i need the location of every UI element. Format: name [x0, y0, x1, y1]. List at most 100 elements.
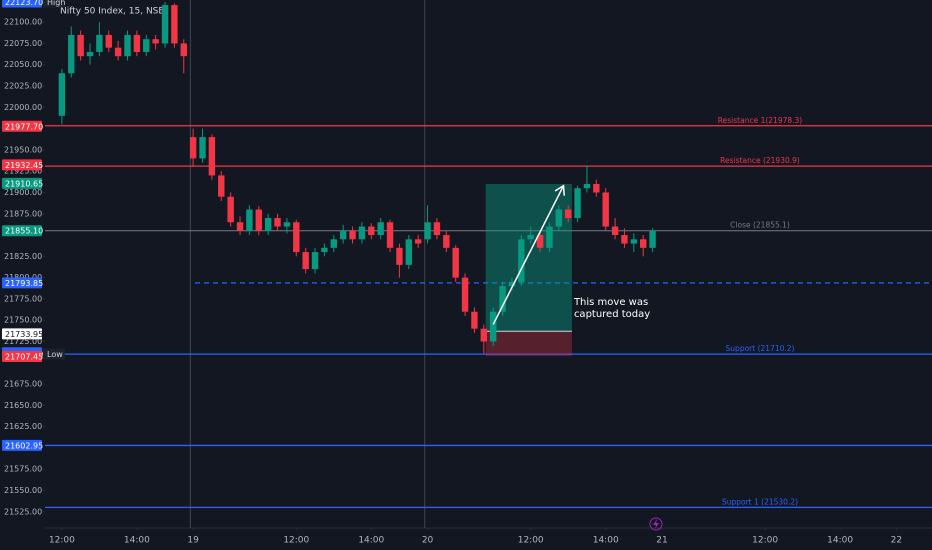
candle-body	[58, 73, 66, 116]
x-tick-label: 12:00	[49, 536, 75, 546]
candle-body	[564, 209, 572, 219]
arrow-line	[492, 185, 565, 325]
candle-body	[274, 218, 281, 227]
y-tick-label: 21650.00	[4, 401, 42, 410]
level-label: Support 1 (21530.2)	[722, 497, 798, 506]
candle-body	[649, 230, 656, 248]
event-icon[interactable]	[649, 517, 663, 531]
candle-body	[68, 34, 75, 74]
candle-body	[152, 39, 159, 44]
price-badge-label: 21932.45	[5, 161, 43, 170]
y-tick-label: 22050.00	[4, 60, 42, 69]
candle-body	[452, 247, 459, 278]
candle-body	[236, 222, 244, 231]
candle-body	[143, 39, 150, 52]
y-tick-label: 21675.00	[4, 380, 42, 389]
candle-body	[602, 192, 609, 227]
candle-body	[302, 252, 309, 270]
candle-body	[114, 47, 122, 57]
y-tick-label: 22025.00	[4, 82, 42, 91]
y-tick-label: 21750.00	[4, 316, 42, 325]
candle-body	[555, 209, 563, 227]
level-label: Support (21710.2)	[726, 344, 795, 353]
price-badge	[2, 177, 42, 189]
candle-body	[311, 252, 319, 270]
candle-body	[218, 175, 225, 197]
candle-body	[518, 239, 525, 282]
price-badge	[2, 439, 42, 451]
candle-body	[424, 222, 431, 240]
y-tick-label: 21625.00	[4, 422, 42, 431]
position-stop-zone	[485, 331, 572, 356]
candle-body	[480, 328, 488, 342]
price-badge	[2, 120, 42, 132]
candle-body	[321, 247, 328, 253]
candle-body	[330, 239, 337, 248]
candle-body	[255, 209, 262, 231]
chart-title: Nifty 50 Index, 15, NSE	[60, 7, 164, 17]
candle-body	[461, 277, 469, 312]
x-tick-label: 14:00	[358, 536, 384, 546]
candle-body	[133, 34, 141, 52]
candle-body	[105, 34, 112, 48]
price-badge-label: 22123.70	[5, 0, 43, 7]
x-tick-label: 20	[422, 536, 434, 546]
price-badge-label: 21733.95	[5, 330, 43, 339]
price-badge-label: 21977.70	[5, 122, 43, 131]
candle-body	[536, 235, 544, 248]
x-tick-label: 12:00	[518, 536, 544, 546]
candle-body	[199, 137, 206, 159]
annotation: This move was captured today	[573, 297, 650, 320]
price-badge-label: 21602.95	[5, 441, 43, 450]
y-tick-label: 21875.00	[4, 209, 42, 218]
candle-body	[161, 5, 169, 44]
price-badge-label: 21855.10	[5, 227, 43, 236]
candle-body	[368, 226, 375, 236]
candle-body	[180, 43, 187, 57]
level-label: Resistance (21930.9)	[720, 156, 800, 165]
price-tag-label: High	[47, 0, 65, 7]
y-tick-label: 21825.00	[4, 252, 42, 261]
price-badge-label: 21793.85	[5, 279, 43, 288]
candle-body	[489, 311, 497, 342]
candle-body	[96, 34, 103, 52]
level-label: Close (21855.1)	[730, 221, 790, 230]
x-tick-label: 22	[891, 536, 902, 546]
y-tick-label: 21775.00	[4, 294, 42, 303]
candle-body	[621, 235, 628, 244]
candle-body	[189, 137, 197, 159]
candle-body	[433, 222, 441, 236]
candle-body	[208, 137, 216, 176]
y-tick-label: 21725.00	[4, 337, 42, 346]
candle-body	[574, 188, 581, 219]
x-tick-label: 14:00	[827, 536, 853, 546]
x-tick-label: 14:00	[593, 536, 619, 546]
candle-body	[508, 281, 516, 287]
y-tick-label: 22000.00	[4, 103, 42, 112]
event-bolt	[653, 519, 659, 529]
y-axis-panel	[0, 0, 45, 550]
candle-body	[583, 183, 591, 189]
y-tick-label: 21525.00	[4, 507, 42, 516]
y-tick-label: 21925.00	[4, 167, 42, 176]
price-badge	[2, 350, 42, 362]
candle-body	[124, 34, 131, 57]
candle-body	[77, 34, 84, 57]
x-tick-label: 12:00	[752, 536, 778, 546]
candle-body	[227, 196, 234, 223]
price-badge	[2, 277, 42, 289]
candle-body	[386, 222, 394, 248]
candle-body	[349, 230, 356, 240]
candle-body	[414, 239, 422, 244]
candle-body	[630, 239, 638, 244]
candle-body	[358, 226, 366, 240]
candle-body	[246, 209, 253, 231]
candle-body	[611, 226, 619, 236]
candle-body	[593, 183, 600, 193]
y-tick-label: 21900.00	[4, 188, 42, 197]
x-tick-label: 14:00	[124, 536, 150, 546]
candle-body	[499, 286, 506, 312]
price-tag	[43, 0, 65, 8]
y-tick-label: 21550.00	[4, 486, 42, 495]
